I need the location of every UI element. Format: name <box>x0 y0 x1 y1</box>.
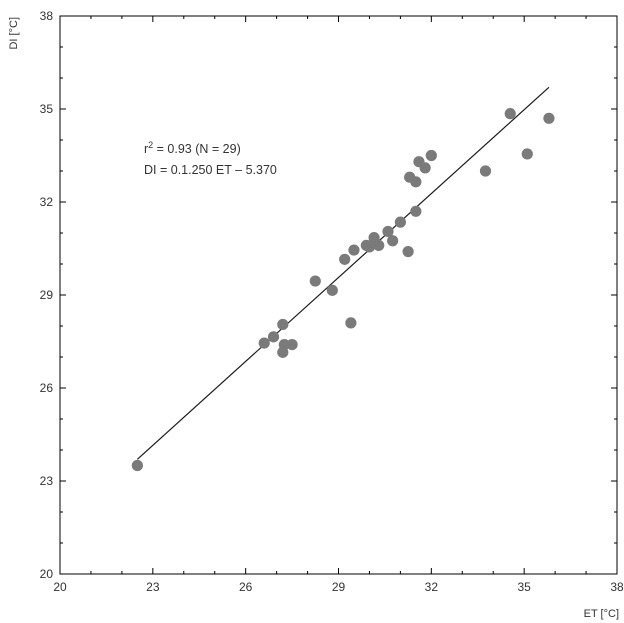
data-point <box>277 318 289 331</box>
data-point <box>363 241 376 253</box>
data-point <box>345 317 357 329</box>
regression-equation: DI = 0.1.250 ET – 5.370 <box>144 163 277 177</box>
data-point <box>504 108 516 120</box>
regression-line <box>136 86 550 460</box>
data-point <box>339 253 351 265</box>
data-point <box>425 149 437 162</box>
x-tick-label: 38 <box>610 580 624 594</box>
x-tick-label: 29 <box>332 580 346 594</box>
x-tick-label: 26 <box>239 580 253 594</box>
data-point <box>309 275 321 287</box>
data-point <box>387 235 399 247</box>
x-axis-tick-labels: 20 23 26 29 32 35 38 <box>53 580 624 594</box>
data-point <box>410 176 422 188</box>
data-point <box>326 284 338 296</box>
data-point <box>373 239 385 251</box>
data-point <box>382 225 394 238</box>
data-point <box>521 148 533 160</box>
data-point <box>543 112 555 124</box>
data-point <box>394 216 406 228</box>
data-point <box>267 331 280 343</box>
y-axis-tick-labels: 20 23 26 29 32 35 38 <box>40 9 54 581</box>
data-point <box>402 246 414 258</box>
x-tick-label: 35 <box>517 580 531 594</box>
data-point <box>348 244 360 256</box>
y-tick-label: 23 <box>40 474 54 488</box>
x-tick-label: 23 <box>146 580 160 594</box>
data-point <box>286 339 298 351</box>
y-tick-label: 20 <box>40 567 54 581</box>
y-axis-title: DI [°C] <box>8 17 20 50</box>
data-point <box>410 205 422 217</box>
y-tick-label: 32 <box>40 195 54 209</box>
x-axis-title: ET [°C] <box>584 608 619 620</box>
data-point <box>278 339 290 351</box>
y-tick-label: 38 <box>40 9 54 23</box>
x-tick-label: 20 <box>53 580 67 594</box>
x-axis-ticks <box>59 16 618 574</box>
data-point <box>258 337 270 349</box>
plot-frame <box>59 15 618 575</box>
data-point <box>419 162 431 174</box>
y-tick-label: 29 <box>40 288 54 302</box>
y-tick-label: 35 <box>40 102 54 116</box>
y-axis-ticks <box>60 15 617 575</box>
r-squared-annotation: r2 = 0.93 (N = 29) <box>144 140 241 156</box>
data-point <box>131 459 143 472</box>
data-point <box>479 165 492 177</box>
data-points <box>131 108 555 472</box>
y-tick-label: 26 <box>40 381 54 395</box>
x-tick-label: 32 <box>425 580 439 594</box>
